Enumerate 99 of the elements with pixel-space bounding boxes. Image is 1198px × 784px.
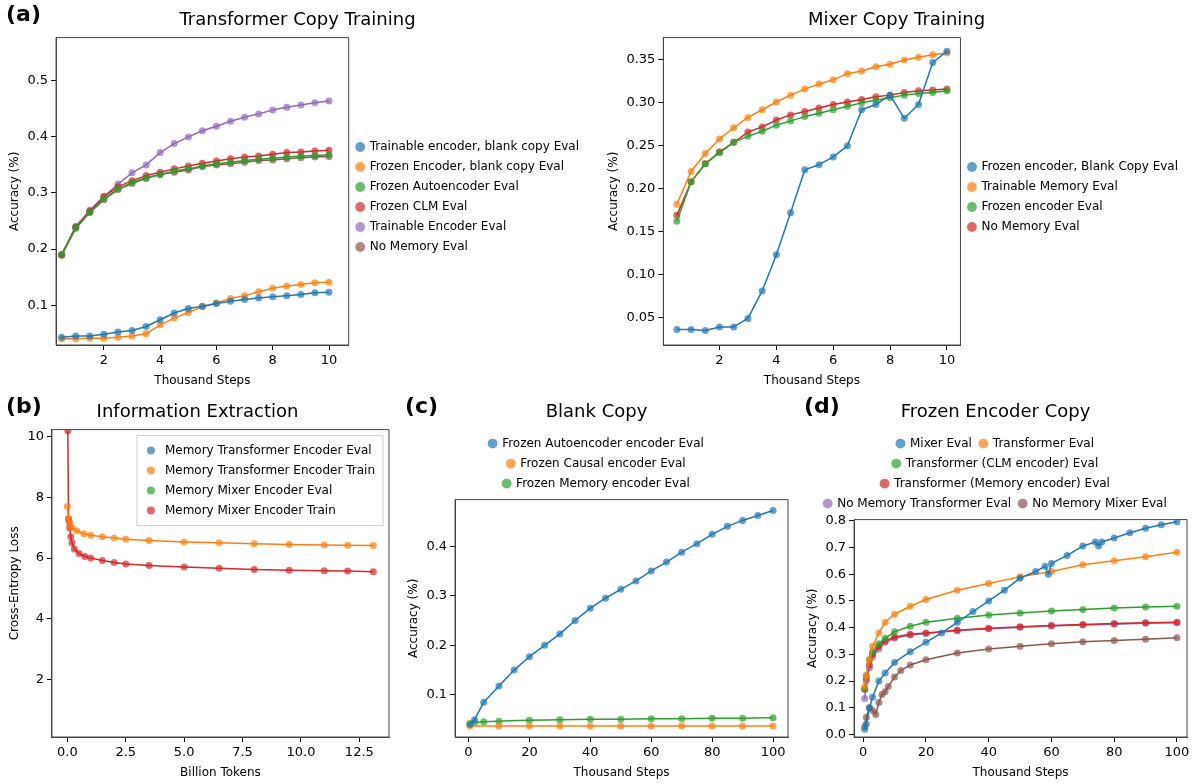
y-tick-label: 4: [35, 609, 44, 625]
x-tick-label: 10: [320, 352, 338, 368]
legend-label: Frozen CLM Eval: [369, 199, 468, 214]
y-tick-label: 0.30: [626, 94, 656, 110]
x-tick-label: 0: [859, 744, 868, 760]
y-tick-label: 0.35: [626, 51, 656, 67]
x-tick-label: 0: [464, 744, 473, 760]
y-axis-title: Accuracy (%): [606, 151, 621, 231]
y-tick-label: 0.15: [626, 223, 656, 239]
legend-label: Frozen Memory encoder Eval: [516, 475, 690, 490]
y-tick-label: 0.2: [426, 636, 448, 652]
x-tick-label: 100: [1164, 744, 1190, 760]
legend-label: Frozen Causal encoder Eval: [520, 455, 686, 470]
y-tick-label: 0.25: [626, 137, 656, 153]
y-tick-label: 0.0: [825, 725, 847, 741]
y-tick-label: 0.2: [27, 240, 49, 256]
x-tick-label: 10.0: [286, 744, 316, 760]
y-tick-label: 0.6: [825, 565, 847, 581]
y-axis-title: Cross-Entropy Loss: [7, 526, 22, 641]
chart-title: Mixer Copy Training: [807, 8, 986, 30]
legend-label: Frozen Encoder, blank copy Eval: [369, 159, 565, 174]
x-tick-label: 20: [917, 744, 935, 760]
chart-title: Transformer Copy Training: [178, 8, 416, 30]
legend-label: Trainable Memory Eval: [980, 179, 1118, 194]
legend-label: No Memory Eval: [369, 239, 468, 254]
legend-label: No Memory Mixer Eval: [1032, 495, 1167, 510]
x-axis-title: Billion Tokens: [180, 764, 261, 779]
y-tick-label: 0.4: [27, 128, 49, 144]
y-axis-title: Accuracy (%): [805, 588, 820, 668]
x-axis-title: Thousand Steps: [971, 764, 1069, 779]
chart-title: Frozen Encoder Copy: [900, 400, 1091, 422]
y-axis-title: Accuracy (%): [406, 578, 421, 658]
legend-label: Transformer (CLM encoder) Eval: [904, 455, 1099, 470]
x-tick-label: 8: [885, 352, 895, 368]
x-axis-title: Thousand Steps: [762, 372, 860, 387]
x-axis-title: Thousand Steps: [572, 764, 670, 779]
y-axis-title: Accuracy (%): [7, 151, 22, 231]
x-tick-label: 60: [642, 744, 660, 760]
text: (c): [405, 392, 439, 418]
legend-label: Memory Mixer Encoder Eval: [164, 482, 333, 497]
y-tick-label: 0.5: [27, 72, 49, 88]
x-tick-label: 0.0: [57, 744, 78, 760]
y-tick-label: 0.3: [426, 587, 448, 603]
x-tick-label: 80: [703, 744, 721, 760]
y-tick-label: 0.8: [825, 512, 847, 528]
legend-label: Trainable encoder, blank copy Eval: [368, 139, 580, 154]
legend-label: Frozen Autoencoder encoder Eval: [502, 435, 704, 450]
x-tick-label: 7.5: [232, 744, 253, 760]
y-tick-label: 0.3: [27, 184, 49, 200]
x-tick-label: 40: [980, 744, 997, 760]
y-tick-label: 0.05: [626, 308, 656, 324]
y-tick-label: 0.10: [626, 265, 656, 281]
x-tick-label: 2: [715, 352, 724, 368]
y-tick-label: 0.2: [825, 672, 847, 688]
text: (a): [6, 0, 41, 26]
legend-label: Frozen encoder, Blank Copy Eval: [981, 159, 1178, 174]
x-tick-label: 40: [582, 744, 599, 760]
x-tick-label: 4: [156, 352, 165, 368]
y-tick-label: 0.1: [27, 296, 49, 312]
y-tick-label: 8: [35, 488, 44, 504]
x-axis-title: Thousand Steps: [153, 372, 251, 387]
chart-title: Blank Copy: [545, 400, 648, 422]
y-tick-label: 0.1: [825, 699, 847, 715]
legend-label: Mixer Eval: [909, 435, 972, 450]
x-tick-label: 4: [772, 352, 781, 368]
y-tick-label: 0.4: [825, 619, 847, 635]
legend-label: Frozen Autoencoder Eval: [369, 179, 519, 194]
y-tick-label: 0.20: [626, 180, 656, 196]
y-tick-label: 0.5: [825, 592, 847, 608]
x-tick-label: 6: [212, 352, 221, 368]
x-tick-label: 8: [268, 352, 277, 368]
legend-label: Transformer (Memory encoder) Eval: [893, 475, 1110, 490]
legend-label: Memory Mixer Encoder Train: [164, 502, 336, 517]
y-tick-label: 10: [27, 428, 44, 444]
legend-label: Memory Transformer Encoder Train: [164, 462, 375, 477]
y-tick-label: 0.1: [426, 686, 448, 702]
text: (d): [804, 392, 840, 418]
legend-label: No Memory Transformer Eval: [837, 495, 1012, 510]
y-tick-label: 0.4: [426, 537, 448, 553]
x-tick-label: 2: [99, 352, 109, 368]
y-tick-label: 0.7: [825, 538, 847, 554]
y-tick-label: 2: [35, 670, 44, 686]
x-tick-label: 5.0: [173, 744, 195, 760]
legend-label: Transformer Eval: [991, 435, 1095, 450]
x-tick-label: 12.5: [344, 744, 374, 760]
text: (b): [6, 392, 42, 418]
y-tick-label: 0.3: [825, 645, 847, 661]
y-tick-label: 6: [35, 549, 44, 565]
x-tick-label: 60: [1043, 744, 1060, 760]
legend-label: No Memory Eval: [981, 219, 1080, 234]
chart-title: Information Extraction: [96, 400, 299, 422]
legend-label: Trainable Encoder Eval: [368, 219, 507, 234]
x-tick-label: 2.5: [115, 744, 137, 760]
legend-label: Memory Transformer Encoder Eval: [164, 442, 372, 457]
x-tick-label: 10: [938, 352, 956, 368]
x-tick-label: 100: [760, 744, 786, 760]
legend-label: Frozen encoder Eval: [981, 199, 1103, 214]
x-tick-label: 80: [1105, 744, 1123, 760]
x-tick-label: 20: [521, 744, 538, 760]
